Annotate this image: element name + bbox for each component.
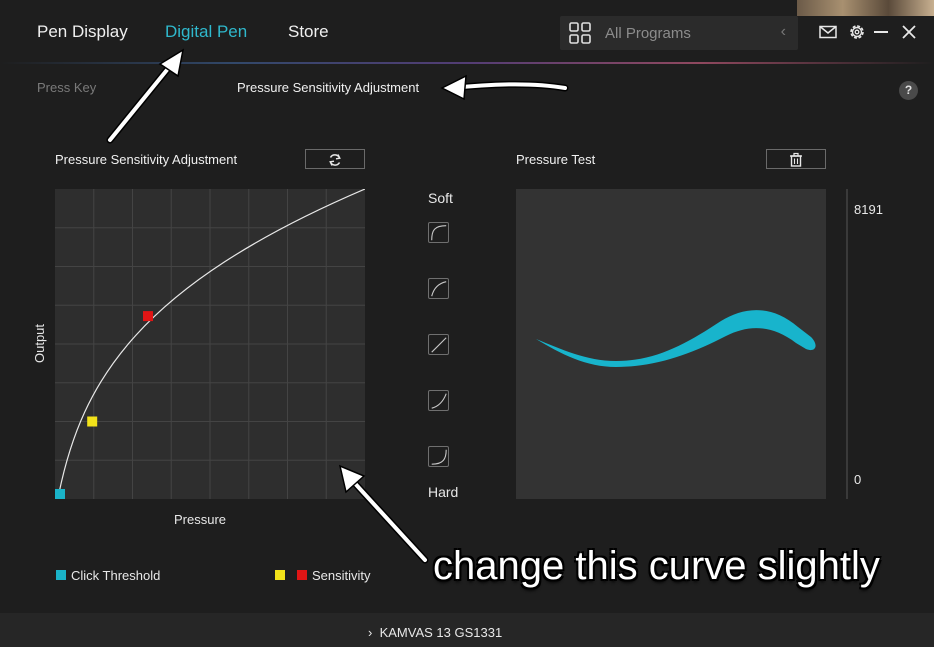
grid-icon <box>569 22 591 44</box>
pressure-test-area[interactable] <box>516 189 826 499</box>
tab-digital-pen[interactable]: Digital Pen <box>165 22 248 41</box>
gear-icon[interactable] <box>847 22 867 42</box>
title-bar: Pen Display Digital Pen Store All Progra… <box>0 0 934 62</box>
sensitivity-handle-2[interactable] <box>143 311 153 322</box>
device-name[interactable]: › KAMVAS 13 GS1331 <box>368 625 503 640</box>
device-footer[interactable]: › KAMVAS 13 GS1331 <box>0 613 934 647</box>
click-threshold-swatch <box>56 570 66 580</box>
test-stroke <box>536 310 816 367</box>
arrow-head-icon <box>338 464 366 494</box>
scale-max: 8191 <box>854 202 883 217</box>
softest-preset-icon[interactable] <box>428 222 449 243</box>
close-icon[interactable] <box>899 22 919 42</box>
test-stroke-canvas <box>536 310 816 367</box>
trash-icon <box>790 152 802 167</box>
arrow-head-icon <box>158 48 185 78</box>
curve-chart[interactable] <box>55 188 366 499</box>
device-name-text: KAMVAS 13 GS1331 <box>379 625 503 640</box>
scale-min: 0 <box>854 472 862 487</box>
subtab-pressure-sensitivity[interactable]: Pressure Sensitivity Adjustment <box>237 80 420 95</box>
click-threshold-handle[interactable] <box>55 489 65 499</box>
pressure-curve-editor[interactable] <box>55 188 366 499</box>
header-divider <box>0 62 934 64</box>
arrow-head-icon <box>440 74 467 101</box>
click-threshold-label: Click Threshold <box>71 568 161 583</box>
pressure-curve[interactable] <box>58 188 366 494</box>
program-select[interactable]: All Programs ‹ <box>560 16 798 50</box>
sensitivity-swatch-yellow <box>275 570 285 580</box>
chevron-left-icon[interactable]: ‹ <box>780 23 786 40</box>
curve-grid <box>55 189 365 499</box>
preset-hard-label: Hard <box>428 484 459 500</box>
sensitivity-label: Sensitivity <box>312 568 371 583</box>
mail-icon[interactable] <box>818 22 838 42</box>
reset-curve-button[interactable] <box>305 149 365 169</box>
help-button[interactable]: ? <box>899 81 918 100</box>
subtab-press-key[interactable]: Press Key <box>37 80 97 95</box>
background-photo-strip <box>797 0 934 16</box>
annotation-text: change this curve slightly <box>433 544 880 588</box>
sensitivity-swatch-red <box>297 570 307 580</box>
tab-store[interactable]: Store <box>288 22 329 41</box>
arrow-to-digital-pen-tab <box>108 58 177 142</box>
pressure-scale-bar <box>846 189 848 499</box>
clear-test-button[interactable] <box>766 149 826 169</box>
linear-preset-icon[interactable] <box>428 334 449 355</box>
soft-preset-icon[interactable] <box>428 278 449 299</box>
curve-panel-title: Pressure Sensitivity Adjustment <box>55 152 238 167</box>
minimize-icon[interactable] <box>871 22 891 42</box>
arrow-to-curve <box>348 476 427 562</box>
program-select-value: All Programs <box>605 25 691 42</box>
x-axis-label: Pressure <box>174 512 227 527</box>
hard-preset-icon[interactable] <box>428 390 449 411</box>
tab-pen-display[interactable]: Pen Display <box>37 22 128 41</box>
preset-soft-label: Soft <box>428 190 453 206</box>
hardest-preset-icon[interactable] <box>428 446 449 467</box>
refresh-icon <box>329 154 341 166</box>
pressure-test-title: Pressure Test <box>516 152 596 167</box>
sensitivity-handle-1[interactable] <box>87 416 98 427</box>
